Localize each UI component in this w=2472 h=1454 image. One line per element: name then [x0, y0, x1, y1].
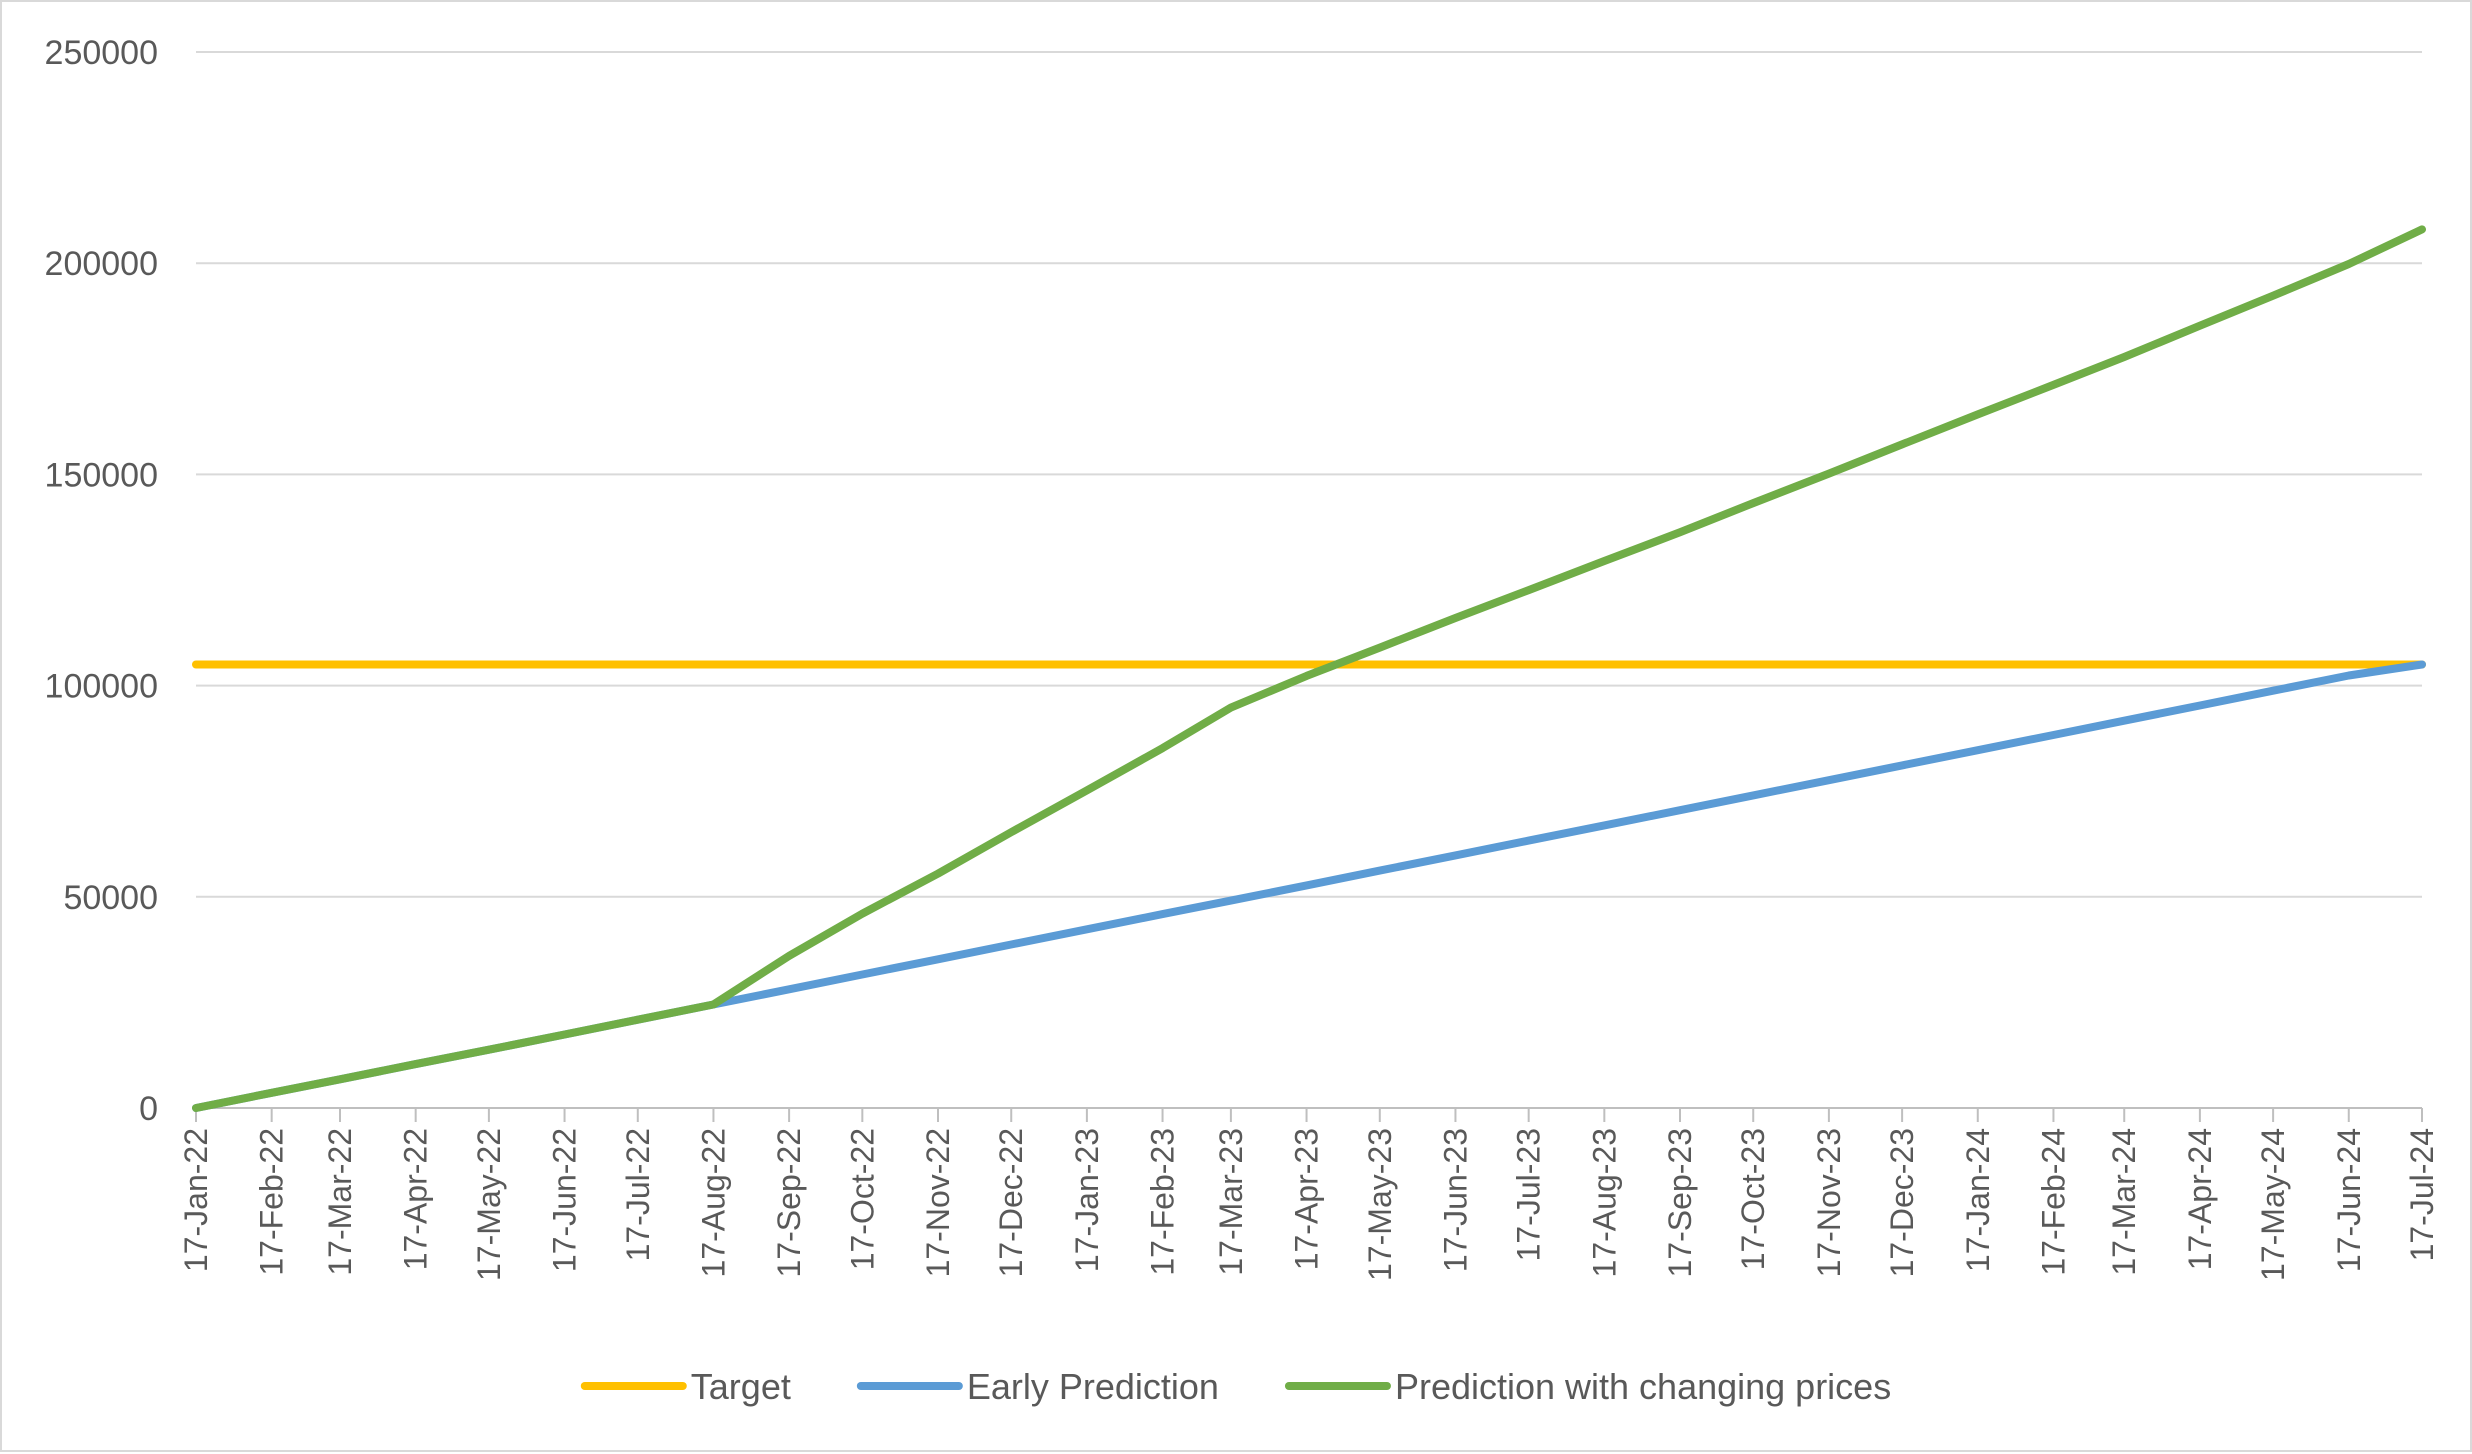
- y-tick-label: 0: [139, 1090, 158, 1128]
- legend-item: Target: [580, 1366, 791, 1407]
- x-tick-label: 17-Sep-23: [1662, 1128, 1698, 1277]
- x-tick-label: 17-Jun-22: [547, 1128, 583, 1272]
- y-tick-label: 150000: [45, 456, 158, 494]
- x-tick-label: 17-Aug-22: [695, 1128, 731, 1277]
- x-tick-label: 17-Oct-23: [1735, 1128, 1771, 1270]
- x-tick-label: 17-Mar-24: [2106, 1128, 2142, 1276]
- y-tick-label: 100000: [45, 668, 158, 706]
- x-tick-label: 17-Mar-22: [322, 1128, 358, 1276]
- x-tick-label: 17-Nov-22: [920, 1128, 956, 1277]
- y-tick-label: 200000: [45, 245, 158, 283]
- series-line-2: [192, 225, 2426, 1112]
- x-tick-label: 17-Jul-22: [620, 1128, 656, 1261]
- x-tick-label: 17-Oct-22: [844, 1128, 880, 1270]
- x-tick-label: 17-Dec-23: [1884, 1128, 1920, 1277]
- x-tick-label: 17-Jan-22: [178, 1128, 214, 1272]
- legend-item: Prediction with changing prices: [1284, 1366, 1891, 1407]
- x-tick-label: 17-Feb-22: [254, 1128, 290, 1276]
- x-tick-label: 17-Jan-23: [1069, 1128, 1105, 1272]
- x-tick-label: 17-Jul-24: [2404, 1128, 2440, 1261]
- x-tick-label: 17-Feb-23: [1145, 1128, 1181, 1276]
- x-tick-label: 17-Apr-23: [1289, 1128, 1325, 1270]
- legend-label: Early Prediction: [967, 1366, 1219, 1407]
- x-tick-label: 17-Jan-24: [1960, 1128, 1996, 1272]
- x-tick-label: 17-May-22: [471, 1128, 507, 1281]
- x-tick-label: 17-Feb-24: [2035, 1128, 2071, 1276]
- gridlines: [196, 51, 2422, 898]
- x-tick-label: 17-Jun-24: [2331, 1128, 2367, 1272]
- x-tick-label: 17-Sep-22: [771, 1128, 807, 1277]
- x-tick-label: 17-Aug-23: [1586, 1128, 1622, 1277]
- x-tick-label: 17-Jun-23: [1437, 1128, 1473, 1272]
- x-tick-label: 17-Jul-23: [1511, 1128, 1547, 1261]
- axes: 0 50000 100000 150000 200000 250000 17-Jan-22 1…: [45, 34, 2440, 1281]
- y-tick-label: 250000: [45, 34, 158, 72]
- legend-item: Early Prediction: [856, 1366, 1219, 1407]
- x-tick-label: 17-Apr-22: [398, 1128, 434, 1270]
- x-tick-label: 17-Mar-23: [1213, 1128, 1249, 1276]
- x-tick-label: 17-May-23: [1362, 1128, 1398, 1281]
- x-tick-label: 17-Dec-22: [993, 1128, 1029, 1277]
- x-tick-label: 17-Nov-23: [1811, 1128, 1847, 1277]
- y-tick-label: 50000: [63, 879, 158, 917]
- x-tick-label: 17-May-24: [2255, 1128, 2291, 1281]
- legend: Target Early Prediction Prediction with ch…: [580, 1366, 1891, 1407]
- x-tick-label: 17-Apr-24: [2182, 1128, 2218, 1270]
- series-lines: [192, 225, 2426, 1112]
- legend-label: Prediction with changing prices: [1395, 1366, 1891, 1407]
- legend-label: Target: [691, 1366, 791, 1407]
